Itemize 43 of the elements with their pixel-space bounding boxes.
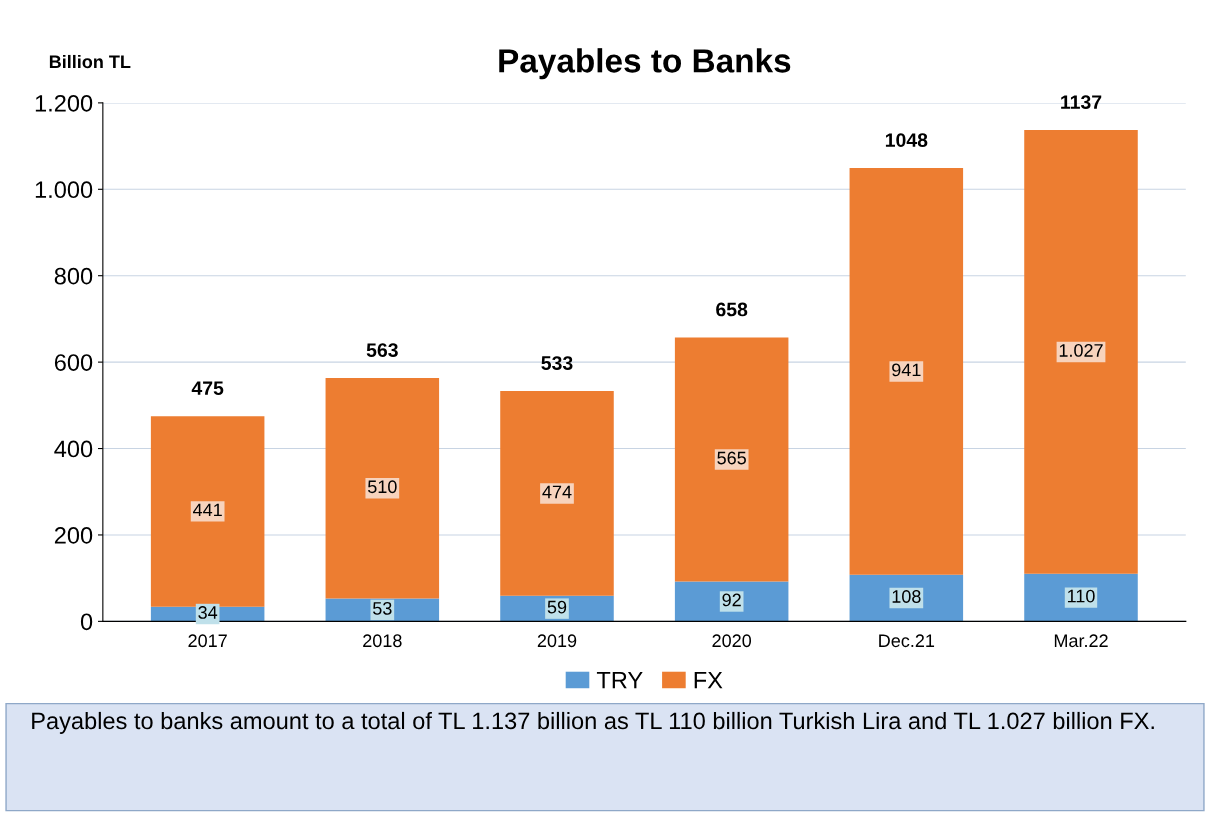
bar [150, 416, 265, 607]
data-label: 474 [542, 485, 572, 499]
x-tick-label: 2020 [712, 634, 752, 648]
y-axis-title: Billion TL [49, 54, 131, 69]
x-tick-label: 2017 [188, 634, 227, 648]
total-label: 563 [366, 343, 398, 358]
data-label: 108 [892, 590, 921, 603]
data-label: 510 [367, 480, 397, 494]
total-label: 533 [541, 356, 573, 370]
legend-label: TRY [596, 672, 643, 689]
y-tick-label: 0 [80, 613, 93, 631]
data-label: 34 [198, 606, 218, 619]
y-tick-label: 600 [54, 354, 93, 371]
data-label: 110 [1067, 589, 1095, 603]
total-label: 1048 [885, 133, 928, 147]
data-label: 53 [373, 601, 392, 615]
data-label: 441 [193, 503, 222, 517]
data-label: 59 [547, 600, 567, 614]
legend-label: FX [694, 672, 723, 689]
x-tick-label: 2019 [537, 634, 577, 648]
x-tick-label: Mar.22 [1054, 634, 1108, 648]
data-label: 92 [722, 593, 741, 607]
total-label: 475 [191, 381, 224, 395]
data-label: 1.027 [1059, 344, 1103, 357]
total-label: 1137 [1061, 95, 1102, 109]
bar [1024, 130, 1138, 574]
text: Payables to banks amount to a total of TL 1.137 billion as TL 110 billion Turkish Lira and TL 1.027 billion FX. [32, 711, 1154, 734]
bar [674, 337, 789, 582]
total-label: 658 [716, 302, 748, 317]
bar [849, 168, 964, 575]
y-tick-label: 200 [54, 527, 93, 544]
x-tick-label: 2018 [363, 634, 402, 648]
bar [674, 581, 789, 622]
y-tick-label: 800 [54, 267, 93, 285]
y-tick-label: 1.200 [35, 94, 93, 112]
x-tick-label: Dec.21 [879, 634, 935, 648]
data-label: 565 [717, 451, 746, 465]
y-tick-label: 400 [54, 440, 93, 458]
data-label: 941 [892, 363, 921, 377]
chart-title: Payables to Banks [499, 48, 791, 80]
bar [500, 391, 614, 596]
bar [325, 378, 440, 599]
y-tick-label: 1.000 [35, 181, 93, 199]
